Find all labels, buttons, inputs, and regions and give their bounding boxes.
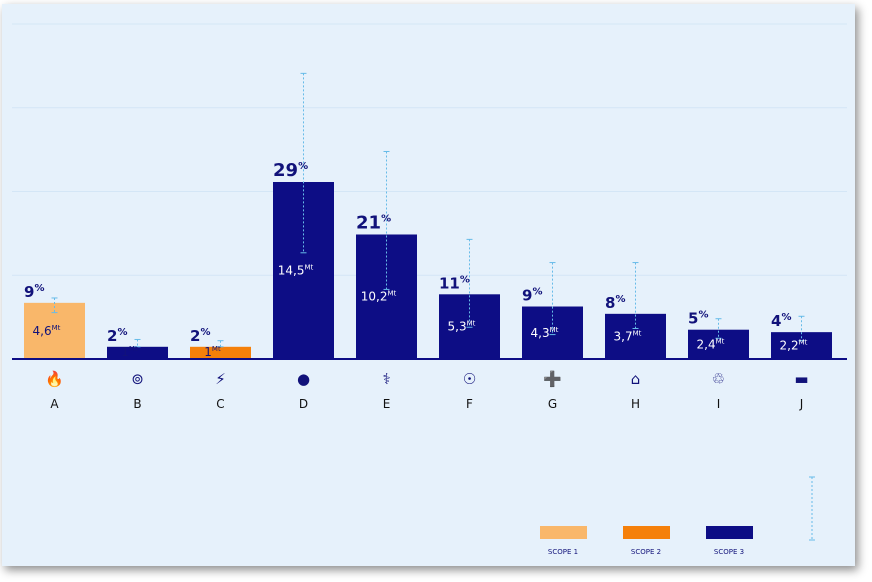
percent-label: 21% bbox=[356, 212, 391, 233]
bar bbox=[273, 182, 334, 359]
bar bbox=[356, 234, 417, 359]
category-label: C bbox=[216, 397, 224, 411]
legend-label: SCOPE 2 bbox=[631, 548, 661, 556]
bar-group-J: 4% 2,2Mt ▬ J bbox=[771, 312, 832, 411]
percent-label: 9% bbox=[522, 287, 542, 305]
category-label: H bbox=[631, 397, 640, 411]
ambulance-car-icon: ➕ bbox=[543, 370, 562, 388]
bar-group-F: 11% 5,3Mt ☉ F bbox=[439, 238, 500, 411]
percent-label: 9% bbox=[24, 283, 44, 301]
pills-icon: ● bbox=[297, 370, 310, 388]
category-label: I bbox=[717, 397, 721, 411]
bar bbox=[605, 313, 666, 359]
home-care-icon: ⌂ bbox=[631, 370, 641, 388]
trash-icon: ♲ bbox=[712, 370, 725, 388]
value-label: 2,2Mt bbox=[780, 339, 808, 353]
bolt-icon: ⚡ bbox=[215, 370, 226, 388]
legend-swatch bbox=[623, 526, 670, 539]
percent-label: 2% bbox=[107, 327, 127, 345]
bar-group-G: 9% 4,3Mt ➕ G bbox=[522, 262, 583, 411]
bar-group-B: 2%1Mt ⊚ B bbox=[107, 327, 168, 411]
flame-icon: 🔥 bbox=[45, 370, 64, 388]
bar-group-C: 2%1Mt ⚡ C bbox=[190, 327, 251, 411]
bar-group-I: 5% 2,4Mt ♲ I bbox=[688, 310, 749, 411]
legend-swatch bbox=[706, 526, 753, 539]
percent-label: 29% bbox=[273, 160, 308, 181]
bar bbox=[107, 346, 168, 359]
bar-chart: 9%4,6Mt🔥A2%1Mt⊚B2%1Mt⚡C29%14,5Mt●D21%10,… bbox=[12, 23, 847, 556]
value-label: 4,3Mt bbox=[531, 326, 559, 340]
plate-cutlery-icon: ☉ bbox=[463, 370, 476, 388]
legend-swatch bbox=[540, 526, 587, 539]
legend-label: SCOPE 1 bbox=[548, 548, 578, 556]
value-label: 5,3Mt bbox=[448, 320, 476, 334]
category-label: J bbox=[799, 397, 804, 411]
legend-label: SCOPE 3 bbox=[714, 548, 744, 556]
bar-group-A: 9% 4,6Mt 🔥 A bbox=[24, 283, 85, 411]
stethoscope-icon: ⚕ bbox=[382, 370, 390, 388]
percent-label: 8% bbox=[605, 294, 625, 312]
bar bbox=[688, 329, 749, 359]
percent-label: 4% bbox=[771, 312, 791, 330]
category-label: G bbox=[548, 397, 557, 411]
bar-group-E: 21% 10,2Mt ⚕ E bbox=[356, 150, 417, 411]
category-label: D bbox=[299, 397, 308, 411]
gridlines bbox=[12, 23, 847, 276]
value-label: 1Mt bbox=[121, 345, 138, 359]
bar-group-H: 8% 3,7Mt ⌂ H bbox=[605, 262, 666, 411]
percent-label: 2% bbox=[190, 327, 210, 345]
value-label: 1Mt bbox=[204, 345, 221, 359]
bar bbox=[190, 346, 251, 359]
category-label: E bbox=[383, 397, 391, 411]
value-label: 2,4Mt bbox=[697, 337, 725, 351]
category-label: B bbox=[133, 397, 141, 411]
percent-label: 5% bbox=[688, 310, 708, 328]
value-label: 14,5Mt bbox=[278, 264, 314, 278]
value-label: 4,6Mt bbox=[33, 324, 61, 338]
car-icon: ▬ bbox=[794, 370, 808, 388]
value-label: 3,7Mt bbox=[614, 329, 642, 343]
category-label: F bbox=[466, 397, 473, 411]
bar-group-D: 29% 14,5Mt ● D bbox=[273, 72, 334, 411]
chart-frame: 9% 4,6Mt 🔥 A 2% 1Mt ⊚ B 2% 1Mt ⚡ C 29% 14,5Mt ● D 21% 10,… bbox=[2, 4, 855, 566]
washing-machine-icon: ⊚ bbox=[131, 370, 144, 388]
legend: SCOPE 1 SCOPE 2 SCOPE 3 bbox=[540, 476, 815, 556]
value-label: 10,2Mt bbox=[361, 290, 397, 304]
percent-label: 11% bbox=[439, 274, 470, 292]
category-label: A bbox=[50, 397, 59, 411]
